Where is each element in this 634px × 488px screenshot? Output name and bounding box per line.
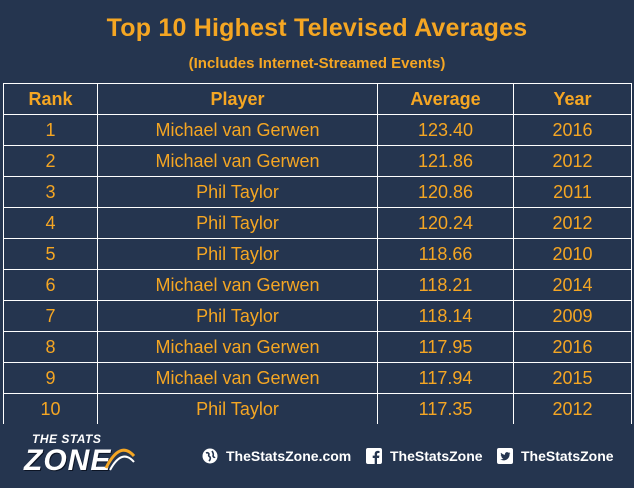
player-cell: Michael van Gerwen [97,269,378,301]
average-cell: 120.86 [377,176,514,208]
table-row: 7 Phil Taylor 118.14 2009 [3,300,632,332]
rank-cell: 2 [3,145,98,177]
table-row: 3 Phil Taylor 120.86 2011 [3,176,632,208]
rank-cell: 9 [3,362,98,394]
table-row: 8 Michael van Gerwen 117.95 2016 [3,331,632,363]
table-row: 10 Phil Taylor 117.35 2012 [3,393,632,425]
website-link-label: TheStatsZone.com [226,448,352,464]
year-cell: 2011 [513,176,632,208]
table-row: 5 Phil Taylor 118.66 2010 [3,238,632,270]
rank-cell: 3 [3,176,98,208]
logo-main-text: ZONE [24,444,112,477]
twitter-link[interactable]: TheStatsZone [497,446,614,466]
table-row: 6 Michael van Gerwen 118.21 2014 [3,269,632,301]
year-cell: 2010 [513,238,632,270]
year-cell: 2012 [513,207,632,239]
average-cell: 117.35 [377,393,514,425]
facebook-link[interactable]: TheStatsZone [366,446,483,466]
footer: THE STATS ZONE TheStatsZone.com TheStats… [0,424,634,488]
facebook-icon [366,448,382,464]
table-header-row: Rank Player Average Year [3,83,632,115]
average-cell: 123.40 [377,114,514,146]
twitter-icon [497,448,513,464]
rank-cell: 4 [3,207,98,239]
logo-top-text: THE STATS [32,432,102,446]
rank-cell: 5 [3,238,98,270]
table-row: 4 Phil Taylor 120.24 2012 [3,207,632,239]
player-cell: Phil Taylor [97,300,378,332]
rank-cell: 7 [3,300,98,332]
player-cell: Michael van Gerwen [97,145,378,177]
player-cell: Michael van Gerwen [97,114,378,146]
website-link[interactable]: TheStatsZone.com [202,446,351,466]
year-cell: 2012 [513,393,632,425]
year-cell: 2016 [513,331,632,363]
player-cell: Michael van Gerwen [97,331,378,363]
stats-zone-logo[interactable]: THE STATS ZONE [24,432,144,478]
player-cell: Phil Taylor [97,207,378,239]
average-cell: 118.66 [377,238,514,270]
table-row: 2 Michael van Gerwen 121.86 2012 [3,145,632,177]
table-row: 9 Michael van Gerwen 117.94 2015 [3,362,632,394]
year-cell: 2009 [513,300,632,332]
average-cell: 121.86 [377,145,514,177]
year-cell: 2012 [513,145,632,177]
globe-icon [202,448,218,464]
table-row: 1 Michael van Gerwen 123.40 2016 [3,114,632,146]
page-subtitle: (Includes Internet-Streamed Events) [188,55,446,72]
rank-cell: 1 [3,114,98,146]
average-cell: 118.21 [377,269,514,301]
rank-cell: 10 [3,393,98,425]
player-cell: Phil Taylor [97,393,378,425]
player-cell: Michael van Gerwen [97,362,378,394]
facebook-link-label: TheStatsZone [390,448,483,464]
year-cell: 2014 [513,269,632,301]
stadium-arc-icon [104,448,136,471]
player-cell: Phil Taylor [97,238,378,270]
column-header-player: Player [97,83,378,115]
column-header-year: Year [513,83,632,115]
player-cell: Phil Taylor [97,176,378,208]
twitter-link-label: TheStatsZone [521,448,614,464]
average-cell: 117.95 [377,331,514,363]
average-cell: 117.94 [377,362,514,394]
year-cell: 2016 [513,114,632,146]
year-cell: 2015 [513,362,632,394]
average-cell: 118.14 [377,300,514,332]
page-title: Top 10 Highest Televised Averages [106,14,528,42]
rank-cell: 8 [3,331,98,363]
column-header-average: Average [377,83,514,115]
averages-table: Rank Player Average Year 1 Michael van G… [3,83,632,425]
column-header-rank: Rank [3,83,98,115]
rank-cell: 6 [3,269,98,301]
average-cell: 120.24 [377,207,514,239]
